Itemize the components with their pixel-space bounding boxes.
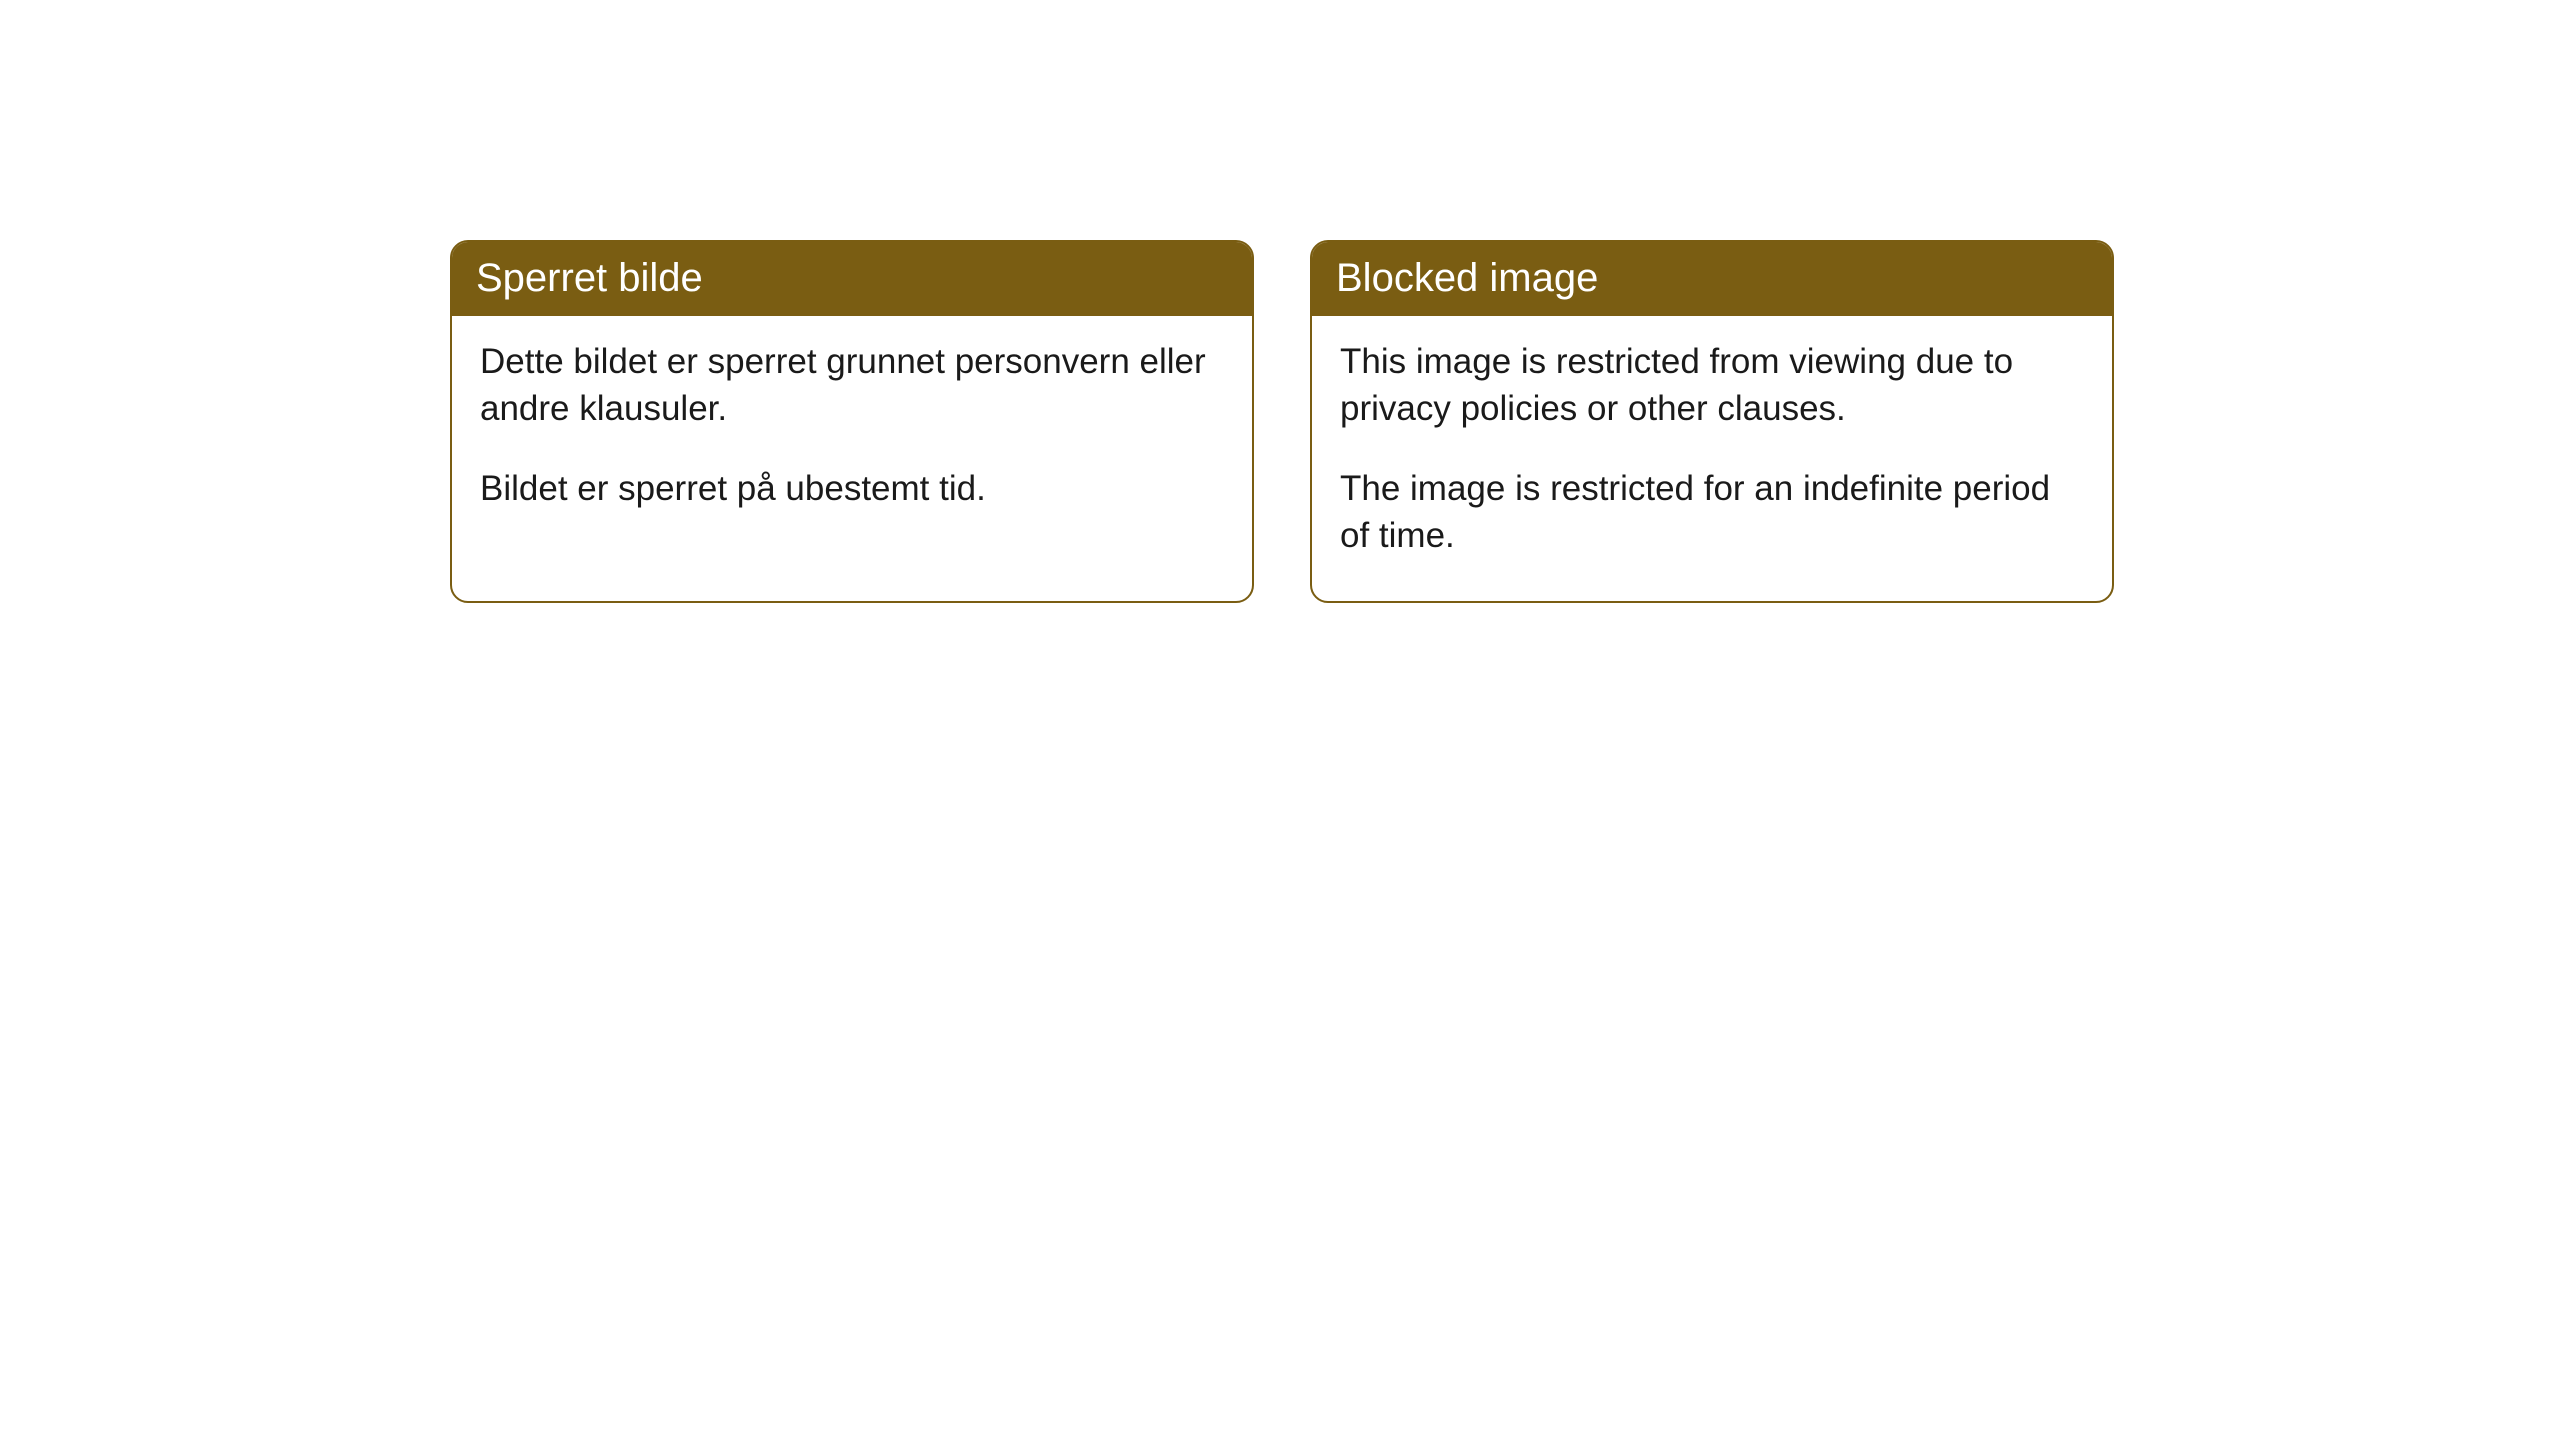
card-body: This image is restricted from viewing du… bbox=[1312, 316, 2112, 601]
card-title: Blocked image bbox=[1312, 242, 2112, 316]
card-body: Dette bildet er sperret grunnet personve… bbox=[452, 316, 1252, 554]
card-title: Sperret bilde bbox=[452, 242, 1252, 316]
notice-text-2: Bildet er sperret på ubestemt tid. bbox=[480, 465, 1224, 512]
notice-text-2: The image is restricted for an indefinit… bbox=[1340, 465, 2084, 560]
notice-cards-container: Sperret bilde Dette bildet er sperret gr… bbox=[450, 240, 2114, 603]
notice-card-norwegian: Sperret bilde Dette bildet er sperret gr… bbox=[450, 240, 1254, 603]
notice-text-1: This image is restricted from viewing du… bbox=[1340, 338, 2084, 433]
notice-text-1: Dette bildet er sperret grunnet personve… bbox=[480, 338, 1224, 433]
notice-card-english: Blocked image This image is restricted f… bbox=[1310, 240, 2114, 603]
